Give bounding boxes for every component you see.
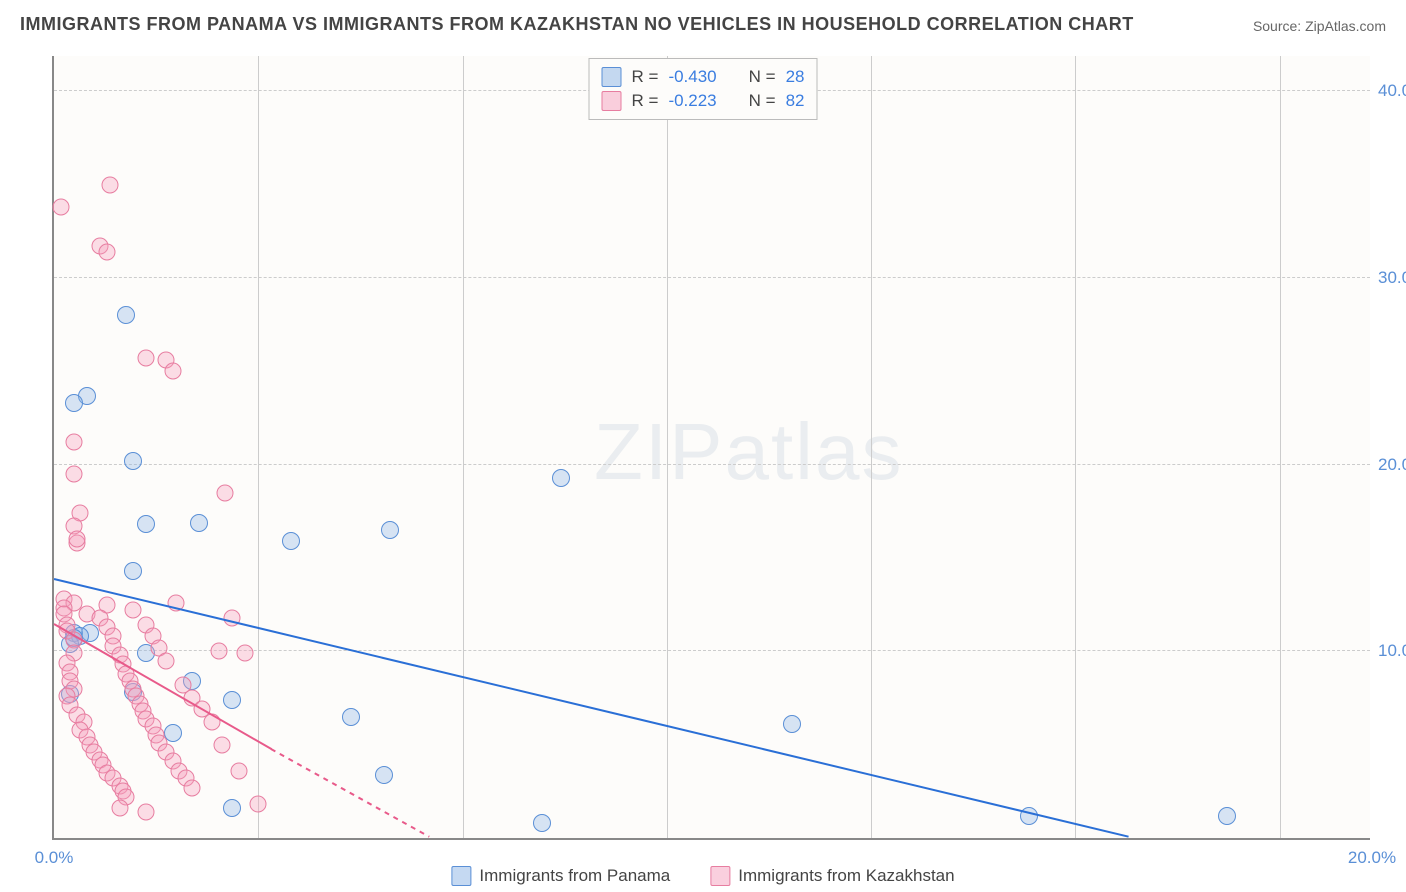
stats-row-kazakhstan: R = -0.223 N = 82 — [602, 89, 805, 113]
n-label: N = — [749, 91, 776, 111]
stats-row-panama: R = -0.430 N = 28 — [602, 65, 805, 89]
y-tick-label: 30.0% — [1378, 268, 1406, 288]
data-point-panama — [375, 766, 393, 784]
y-tick-label: 40.0% — [1378, 81, 1406, 101]
gridline-h: 20.0% — [54, 464, 1370, 465]
scatter-plot: ZIPatlas 10.0%20.0%30.0%40.0%0.0%20.0% — [52, 56, 1370, 840]
legend-item-panama: Immigrants from Panama — [451, 866, 670, 886]
gridline-v — [1075, 56, 1076, 838]
n-value-kazakhstan: 82 — [786, 91, 805, 111]
data-point-panama — [381, 521, 399, 539]
data-point-kazakhstan — [217, 484, 234, 501]
legend-item-kazakhstan: Immigrants from Kazakhstan — [710, 866, 954, 886]
data-point-panama — [1218, 807, 1236, 825]
data-point-kazakhstan — [164, 363, 181, 380]
data-point-panama — [223, 691, 241, 709]
data-point-kazakhstan — [158, 652, 175, 669]
watermark: ZIPatlas — [594, 406, 903, 498]
r-value-panama: -0.430 — [668, 67, 716, 87]
data-point-kazakhstan — [138, 803, 155, 820]
gridline-v — [258, 56, 259, 838]
y-tick-label: 20.0% — [1378, 455, 1406, 475]
n-label: N = — [749, 67, 776, 87]
data-point-kazakhstan — [214, 736, 231, 753]
data-point-panama — [124, 452, 142, 470]
source-attribution: Source: ZipAtlas.com — [1253, 18, 1386, 34]
y-tick-label: 10.0% — [1378, 641, 1406, 661]
legend-label-panama: Immigrants from Panama — [479, 866, 670, 886]
series-legend: Immigrants from Panama Immigrants from K… — [451, 866, 954, 886]
data-point-panama — [117, 306, 135, 324]
swatch-kazakhstan-icon — [602, 91, 622, 111]
data-point-panama — [533, 814, 551, 832]
r-label: R = — [632, 67, 659, 87]
stats-legend: R = -0.430 N = 28 R = -0.223 N = 82 — [589, 58, 818, 120]
x-tick-label: 0.0% — [35, 848, 74, 868]
data-point-panama — [65, 394, 83, 412]
data-point-kazakhstan — [230, 762, 247, 779]
gridline-v — [463, 56, 464, 838]
data-point-panama — [124, 562, 142, 580]
data-point-kazakhstan — [102, 176, 119, 193]
data-point-kazakhstan — [111, 800, 128, 817]
n-value-panama: 28 — [786, 67, 805, 87]
gridline-v — [1280, 56, 1281, 838]
data-point-kazakhstan — [52, 199, 69, 216]
data-point-kazakhstan — [125, 602, 142, 619]
data-point-kazakhstan — [184, 779, 201, 796]
gridline-v — [667, 56, 668, 838]
data-point-kazakhstan — [65, 434, 82, 451]
data-point-panama — [137, 515, 155, 533]
trendline-kazakhstan-dash — [271, 748, 430, 837]
data-point-kazakhstan — [210, 643, 227, 660]
data-point-kazakhstan — [138, 350, 155, 367]
data-point-panama — [552, 469, 570, 487]
r-label: R = — [632, 91, 659, 111]
x-tick-label: 20.0% — [1348, 848, 1396, 868]
data-point-kazakhstan — [98, 243, 115, 260]
data-point-kazakhstan — [250, 796, 267, 813]
data-point-panama — [342, 708, 360, 726]
r-value-kazakhstan: -0.223 — [668, 91, 716, 111]
data-point-panama — [282, 532, 300, 550]
data-point-panama — [783, 715, 801, 733]
data-point-kazakhstan — [69, 531, 86, 548]
page-title: IMMIGRANTS FROM PANAMA VS IMMIGRANTS FRO… — [20, 14, 1134, 35]
gridline-h: 30.0% — [54, 277, 1370, 278]
data-point-panama — [223, 799, 241, 817]
swatch-kazakhstan-icon — [710, 866, 730, 886]
swatch-panama-icon — [451, 866, 471, 886]
legend-label-kazakhstan: Immigrants from Kazakhstan — [738, 866, 954, 886]
gridline-v — [871, 56, 872, 838]
data-point-kazakhstan — [65, 466, 82, 483]
swatch-panama-icon — [602, 67, 622, 87]
trendline-panama — [54, 578, 1129, 838]
data-point-panama — [190, 514, 208, 532]
data-point-kazakhstan — [237, 645, 254, 662]
